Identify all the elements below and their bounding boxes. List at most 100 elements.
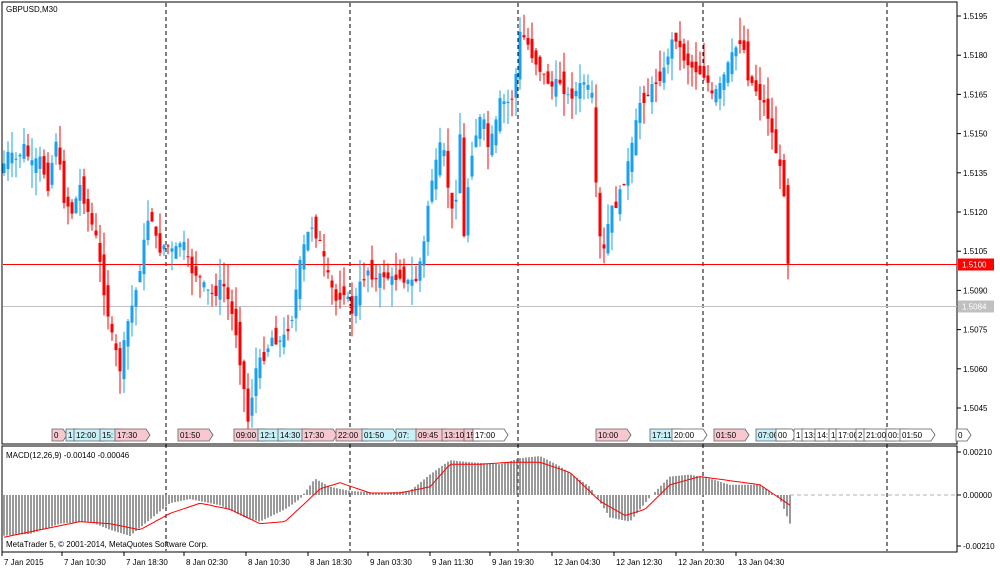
candle-body (642, 92, 646, 104)
candle (462, 123, 466, 238)
event-marker-label: 00: (888, 431, 899, 440)
candle-body (498, 98, 502, 132)
candle-body (486, 123, 490, 148)
candle (174, 242, 178, 259)
candle (94, 213, 98, 239)
candle (46, 152, 50, 197)
candle-body (490, 133, 494, 156)
time-axis[interactable]: 7 Jan 2015 7 Jan 10:30 7 Jan 18:30 8 Jan 02… (1, 552, 785, 567)
event-marker[interactable]: 0 (955, 428, 972, 442)
candle (214, 273, 218, 306)
event-marker[interactable]: 17:30 (301, 428, 338, 442)
candle (38, 146, 42, 182)
candle (538, 55, 542, 82)
candle-body (470, 155, 474, 177)
event-marker-flag (361, 428, 398, 442)
candle-body (770, 118, 774, 133)
candle (422, 235, 426, 278)
candle (330, 275, 334, 305)
macd-panel[interactable] (1, 445, 958, 553)
candle (730, 38, 734, 82)
candle-body (162, 245, 166, 250)
price-axis[interactable]: 1.5195 1.5180 1.5165 1.5150 1.5135 1.5120 1.51… (957, 12, 988, 413)
candle-body (174, 246, 178, 259)
candle (30, 138, 34, 189)
candle-body (182, 241, 186, 251)
candle (774, 106, 778, 154)
time-tick-label: 9 Jan 03:30 (370, 558, 412, 567)
candle (346, 291, 350, 303)
price-panel[interactable] (1, 1, 958, 445)
candle (130, 285, 134, 337)
candle (286, 314, 290, 341)
candle (230, 289, 234, 331)
candle (550, 70, 554, 100)
candle-body (246, 388, 250, 422)
candle-body (138, 271, 142, 283)
event-marker[interactable]: 20:00 (671, 428, 708, 442)
time-tick-label: 7 Jan 10:30 (64, 558, 106, 567)
candle-body (650, 83, 654, 103)
event-marker[interactable]: 00 (775, 428, 797, 442)
candle-body (74, 198, 78, 214)
candle-body (762, 100, 766, 103)
candle (226, 264, 230, 320)
candle-body (318, 239, 322, 241)
candle (486, 110, 490, 170)
event-marker[interactable]: 10:00 (595, 428, 632, 442)
candle-body (570, 88, 574, 99)
candle-body (702, 66, 706, 78)
macd-tick-label: 0.00210 (963, 448, 992, 457)
candle-body (506, 101, 510, 104)
candle-body (170, 248, 174, 252)
event-marker-label: 0 (54, 431, 59, 440)
candle (586, 74, 590, 99)
candle-body (458, 134, 462, 194)
candle (502, 93, 506, 124)
price-tick-label: 1.5165 (963, 90, 988, 99)
candle-body (662, 67, 666, 83)
event-marker[interactable]: 0 (51, 428, 68, 442)
event-marker[interactable]: 01:50 (713, 428, 750, 442)
candle-body (102, 254, 106, 296)
candle-body (786, 185, 790, 264)
candle-body (514, 73, 518, 98)
candle-body (614, 201, 618, 209)
candle (190, 248, 194, 296)
event-marker[interactable]: 01:50 (899, 428, 936, 442)
event-marker[interactable]: 17:00 (472, 428, 509, 442)
candle (62, 149, 66, 209)
candle-body (154, 226, 158, 236)
event-marker-label: 09:00 (236, 431, 257, 440)
event-marker[interactable]: 01:50 (177, 428, 214, 442)
event-markers[interactable]: 0 1 12:00 15: 17:30 01:50 09:00 12:1 14:30 17:30 2… (51, 428, 972, 442)
candle-body (590, 92, 594, 98)
event-marker-label: 07:00 (758, 431, 779, 440)
candle (706, 65, 710, 92)
candle-body (202, 282, 206, 288)
candle-body (214, 285, 218, 296)
candle-body (474, 135, 478, 148)
time-tick-label: 9 Jan 11:30 (432, 558, 474, 567)
candle-body (326, 270, 330, 273)
event-marker[interactable]: 01:50 (361, 428, 398, 442)
candle (134, 287, 138, 326)
macd-signal-line (3, 461, 791, 538)
candle-body (562, 71, 566, 95)
candle-body (382, 272, 386, 278)
price-tick-label: 1.5060 (963, 365, 988, 374)
candle (198, 274, 202, 298)
event-marker-label: 22:00 (338, 431, 359, 440)
candle (654, 68, 658, 103)
event-marker-flag (114, 428, 151, 442)
candle-body (254, 368, 258, 397)
candle (26, 133, 30, 161)
event-marker[interactable]: 17:30 (114, 428, 151, 442)
event-marker-flag (51, 428, 68, 442)
event-marker-label: 13:10 (444, 431, 465, 440)
candle-body (290, 319, 294, 321)
candle (282, 317, 286, 355)
macd-axis[interactable]: 0.00210 0.00000 -0.00210 (957, 448, 995, 551)
candle (522, 14, 526, 40)
